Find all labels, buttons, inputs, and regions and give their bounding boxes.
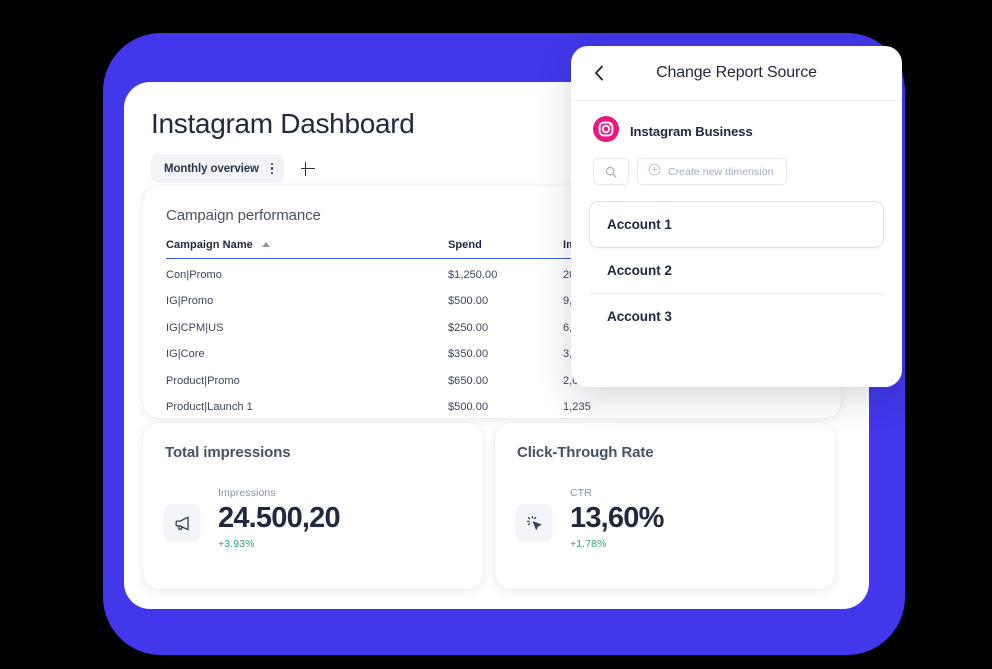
plus-icon[interactable] xyxy=(298,159,318,179)
chevron-left-icon[interactable] xyxy=(587,61,611,85)
view-chip-monthly-overview[interactable]: Monthly overview xyxy=(151,154,285,183)
stat-value: 13,60% xyxy=(570,502,664,534)
cell-spend: $500.00 xyxy=(448,400,489,413)
list-item-account-2[interactable]: Account 2 xyxy=(589,248,884,294)
stat-label: Impressions xyxy=(218,487,276,499)
report-source-name: Instagram Business xyxy=(630,124,753,139)
megaphone-icon xyxy=(163,504,201,542)
stat-card-total-impressions: Total impressions Impressions 24.500,20 … xyxy=(143,423,483,589)
column-header-label: Campaign Name xyxy=(166,239,253,251)
cell-spend: $250.00 xyxy=(448,321,489,334)
page-title: Instagram Dashboard xyxy=(151,108,415,139)
cell-campaign-name: IG|Core xyxy=(166,348,205,361)
view-chip-label: Monthly overview xyxy=(164,162,259,175)
cell-spend: $500.00 xyxy=(448,295,489,308)
stat-delta-badge: +3.93% xyxy=(218,538,255,550)
plus-circle-icon xyxy=(648,163,661,181)
cell-campaign-name: Product|Promo xyxy=(166,374,240,387)
create-new-dimension-label: Create new dimension xyxy=(668,165,774,178)
stat-card-body: Impressions 24.500,20 +3.93% xyxy=(143,461,483,550)
stat-label: CTR xyxy=(570,487,592,499)
cell-campaign-name: Con|Promo xyxy=(166,269,222,281)
cell-campaign-name: IG|Promo xyxy=(166,295,214,308)
cell-campaign-name: Product|Launch 1 xyxy=(166,400,253,413)
create-new-dimension-button[interactable]: Create new dimension xyxy=(637,158,788,185)
list-item-account-3[interactable]: Account 3 xyxy=(607,309,672,324)
search-input[interactable] xyxy=(593,158,629,185)
sort-ascending-icon xyxy=(261,242,270,247)
table-row[interactable]: Product|Launch 1 $500.00 1,235 xyxy=(166,394,818,420)
dialog-header: Change Report Source xyxy=(571,46,902,101)
instagram-icon xyxy=(593,116,619,147)
stat-card-meta: CTR 13,60% +1.78% xyxy=(570,487,664,550)
stat-card-meta: Impressions 24.500,20 +3.93% xyxy=(218,487,341,550)
kebab-menu-icon[interactable] xyxy=(270,162,274,175)
cell-spend: $350.00 xyxy=(448,348,489,361)
account-list: Account 1 Account 2 Account 3 xyxy=(571,185,902,339)
view-chip-row: Monthly overview xyxy=(151,154,869,183)
stat-value: 24.500,20 xyxy=(218,502,341,534)
cell-spend: $1,250.00 xyxy=(448,269,498,281)
stat-card-body: CTR 13,60% +1.78% xyxy=(495,461,835,550)
cell-spend: $650.00 xyxy=(448,374,489,387)
dialog-title: Change Report Source xyxy=(656,64,817,81)
change-report-source-dialog: Change Report Source Instagram Business xyxy=(571,46,902,387)
click-cursor-icon xyxy=(515,504,553,542)
cell-campaign-name: IG|CPM|US xyxy=(166,321,224,334)
report-source-row: Instagram Business xyxy=(571,101,902,147)
campaign-card-title: Campaign performance xyxy=(166,207,321,224)
list-item-account-1[interactable]: Account 1 xyxy=(589,201,884,248)
column-header-campaign-name[interactable]: Campaign Name xyxy=(166,239,448,259)
stat-card-title: Total impressions xyxy=(165,444,291,461)
stat-delta-badge: +1.78% xyxy=(570,538,607,550)
dashboard-header: Instagram Dashboard Monthly overview xyxy=(124,82,869,183)
column-header-spend[interactable]: Spend xyxy=(448,239,563,259)
stat-card-title: Click-Through Rate xyxy=(517,444,654,461)
stat-card-click-through-rate: Click-Through Rate CTR 13,60% +1.78% xyxy=(495,423,835,589)
cell-impressions: 1,235 xyxy=(563,400,591,413)
dialog-tool-row: Create new dimension xyxy=(571,147,902,185)
